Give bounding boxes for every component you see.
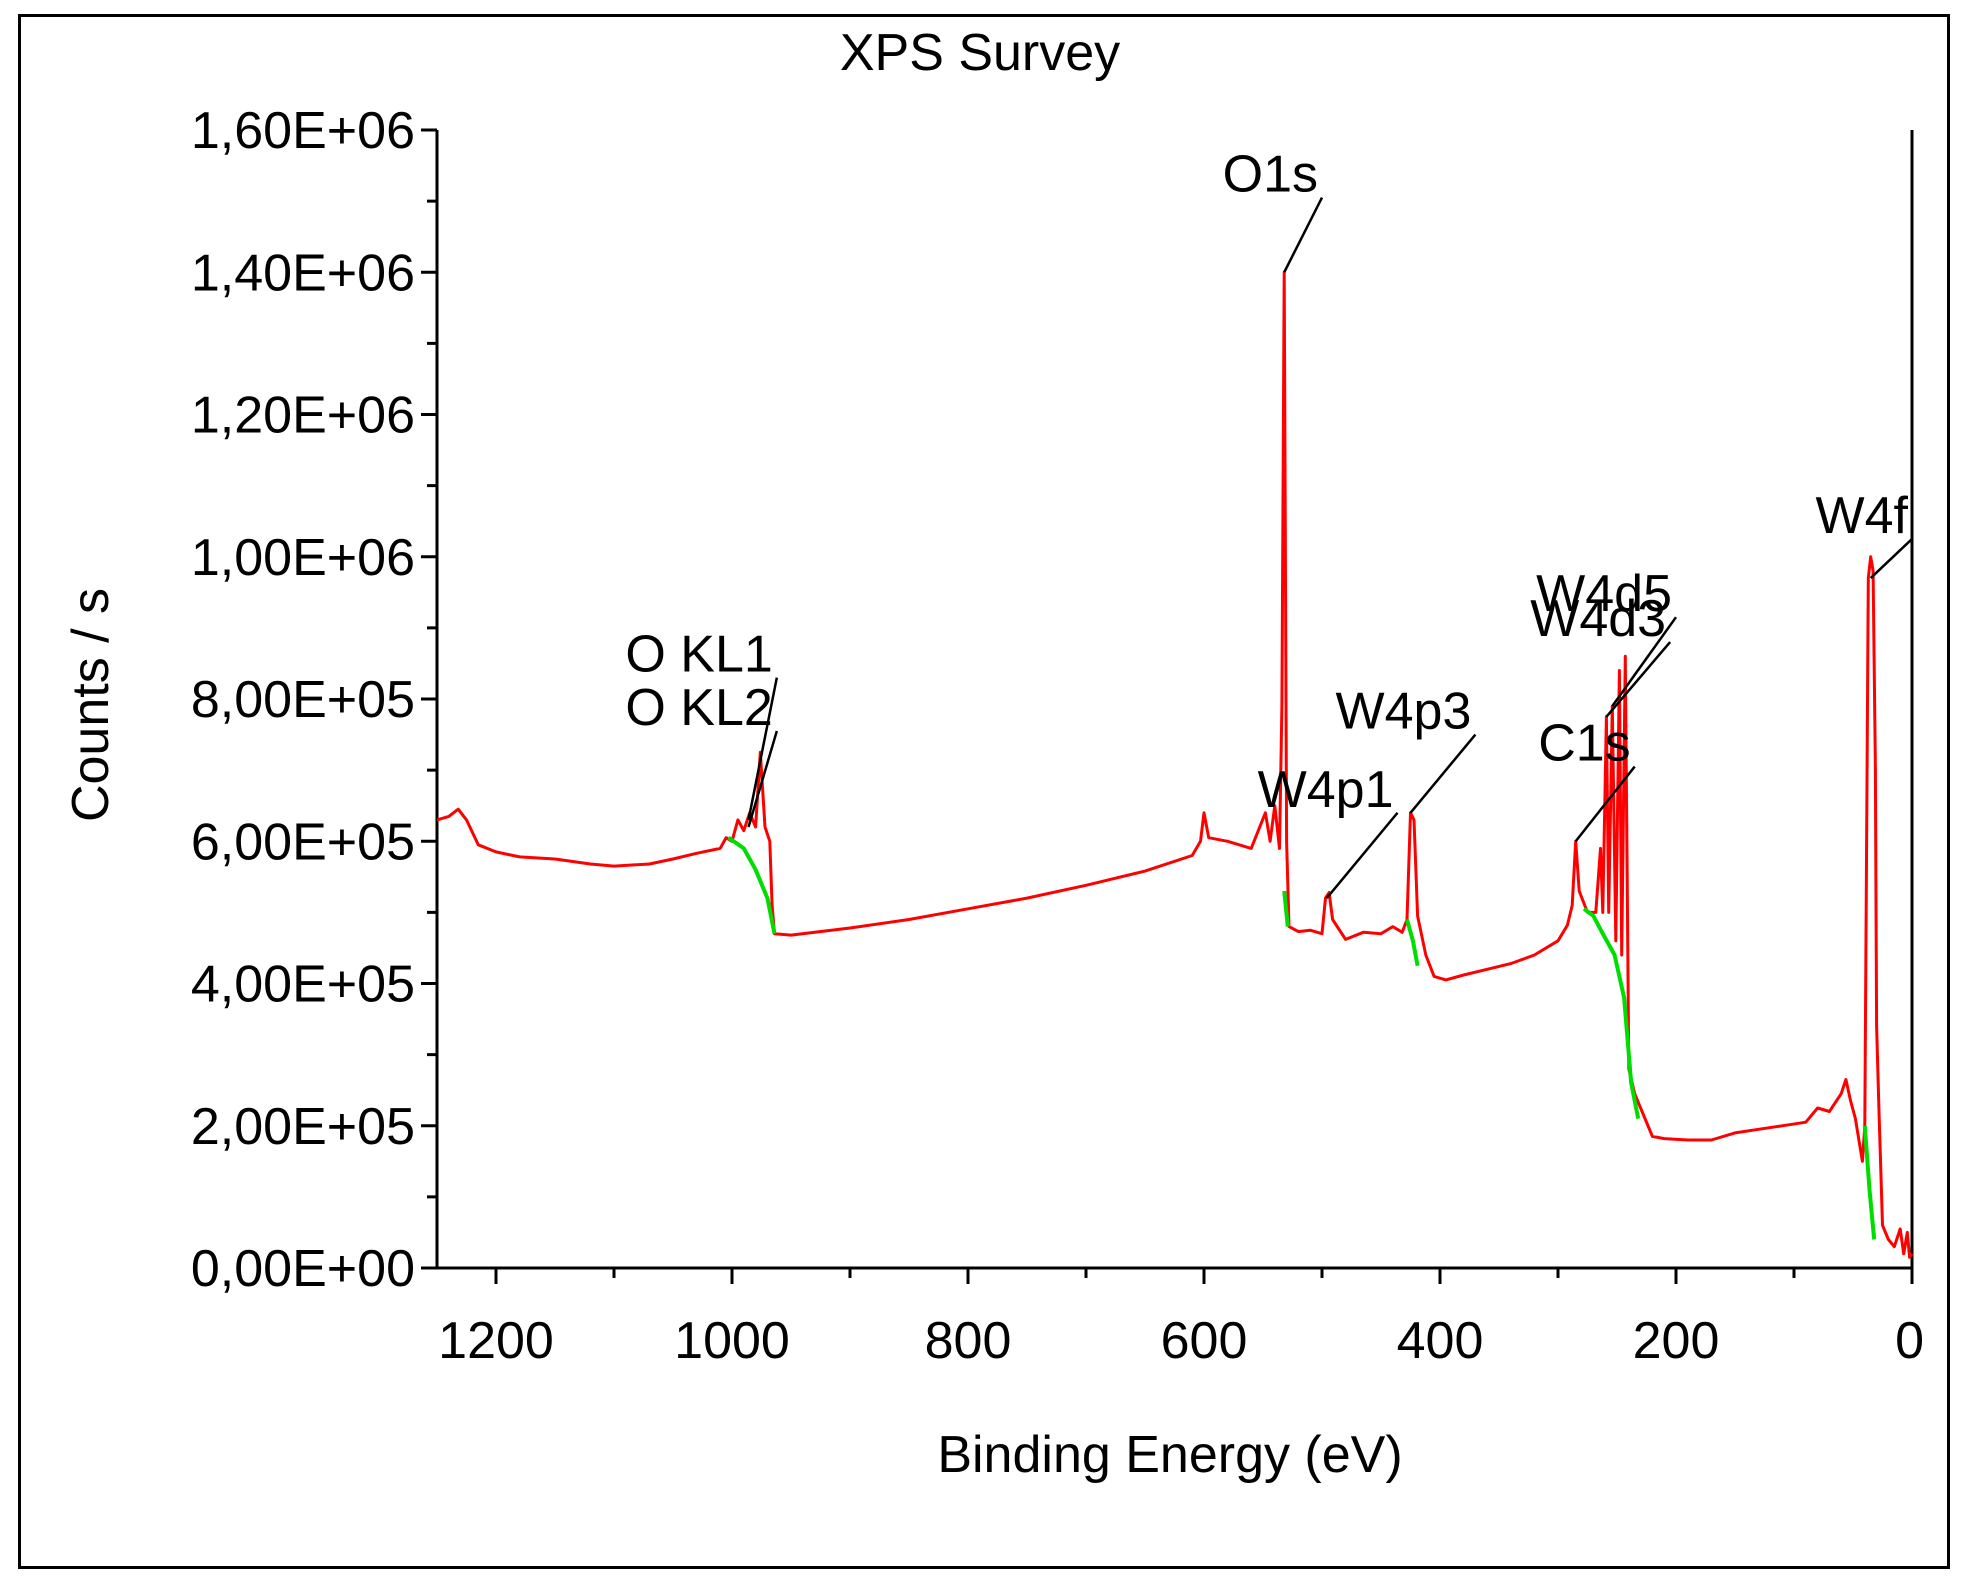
peak-label: W4d3 xyxy=(1530,590,1666,648)
peak-leader-line xyxy=(1574,765,1636,843)
peak-label: C1s xyxy=(1538,715,1630,773)
y-tick-label: 8,00E+05 xyxy=(191,671,415,729)
series-line-background xyxy=(1282,890,1290,927)
y-axis-label: Counts / s xyxy=(62,588,120,822)
x-tick-label: 0 xyxy=(1895,1312,1924,1370)
y-tick-label: 2,00E+05 xyxy=(191,1098,415,1156)
series-line-background xyxy=(1862,1125,1877,1240)
x-tick-label: 400 xyxy=(1397,1312,1484,1370)
y-tick-label: 6,00E+05 xyxy=(191,813,415,871)
x-tick-label: 1200 xyxy=(438,1312,554,1370)
peak-label: O KL1 xyxy=(625,626,772,684)
x-axis-label: Binding Energy (eV) xyxy=(937,1426,1402,1484)
peak-leader-line xyxy=(1869,538,1913,579)
peak-leader-line xyxy=(1605,641,1672,718)
peak-label: W4f xyxy=(1816,487,1909,545)
chart-frame xyxy=(18,14,1950,1569)
y-tick-label: 1,20E+06 xyxy=(191,387,415,445)
x-tick-label: 200 xyxy=(1633,1312,1720,1370)
y-tick-label: 4,00E+05 xyxy=(191,956,415,1014)
peak-leader-line xyxy=(1325,812,1399,899)
peak-label: W4d5 xyxy=(1536,565,1672,623)
peak-leader-line xyxy=(1611,616,1678,707)
y-tick-label: 0,00E+00 xyxy=(191,1240,415,1298)
peak-leader-line xyxy=(1409,733,1477,814)
series-line-spectrum xyxy=(436,270,1914,1259)
x-tick-label: 1000 xyxy=(674,1312,790,1370)
series-line-background xyxy=(1405,918,1420,967)
chart-title: XPS Survey xyxy=(840,24,1120,82)
peak-leader-line xyxy=(747,730,779,828)
peak-leader-line xyxy=(1283,197,1324,273)
peak-label: W4p3 xyxy=(1336,683,1472,741)
peak-label: O1s xyxy=(1223,146,1318,204)
peak-label: W4p1 xyxy=(1258,761,1394,819)
y-tick-label: 1,00E+06 xyxy=(191,529,415,587)
y-tick-label: 1,60E+06 xyxy=(191,102,415,160)
peak-leader-line xyxy=(747,677,779,821)
series-line-background xyxy=(1582,907,1641,1119)
peak-label: O KL2 xyxy=(625,679,772,737)
y-tick-label: 1,40E+06 xyxy=(191,244,415,302)
plot-area: 0,00E+00 2,00E+05 4,00E+05 6,00E+05 8,00E+05… xyxy=(191,102,1924,1370)
x-tick-label: 800 xyxy=(925,1312,1012,1370)
series-line-background xyxy=(727,836,777,935)
x-tick-label: 600 xyxy=(1161,1312,1248,1370)
